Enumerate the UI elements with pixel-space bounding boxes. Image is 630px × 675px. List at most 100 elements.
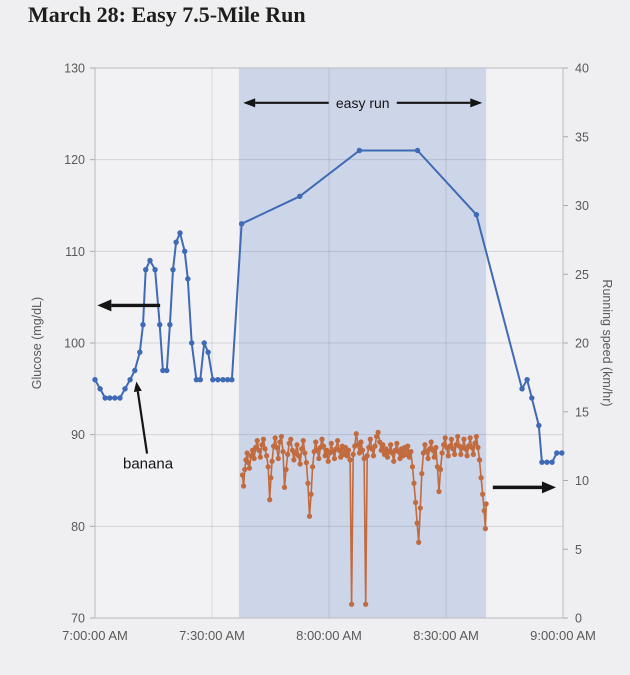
running_speed_km_hr-marker — [359, 447, 366, 453]
running_speed_km_hr-marker — [260, 436, 267, 442]
glucose_mg_dl-marker — [205, 349, 211, 355]
glucose_mg_dl-marker — [170, 266, 176, 273]
running_speed_km_hr-marker — [416, 539, 422, 545]
running_speed_km_hr-marker — [373, 433, 380, 440]
running_speed_km_hr-marker — [431, 454, 437, 460]
running_speed_km_hr-marker — [364, 453, 370, 459]
glucose_mg_dl-marker — [152, 266, 158, 273]
running_speed_km_hr-marker — [302, 450, 308, 456]
running_speed_km_hr-marker — [239, 472, 246, 478]
running_speed_km_hr-marker — [388, 442, 394, 448]
glucose_mg_dl-marker — [157, 321, 163, 328]
running_speed_km_hr-marker — [439, 450, 445, 456]
running_speed_km_hr-marker — [349, 601, 355, 607]
left-tick-label: 120 — [64, 153, 85, 167]
left-tick-label: 130 — [64, 62, 85, 76]
glucose_mg_dl-marker — [229, 376, 235, 383]
running_speed_km_hr-marker — [262, 446, 268, 452]
running_speed_km_hr-marker — [345, 447, 352, 453]
running_speed_km_hr-marker — [433, 444, 439, 451]
banana-label-arrow — [136, 391, 149, 454]
left-tick-label: 100 — [64, 337, 85, 351]
running_speed_km_hr-marker — [344, 453, 350, 459]
running_speed_km_hr-marker — [264, 453, 270, 459]
running_speed_km_hr-marker — [295, 453, 302, 459]
running_speed_km_hr-marker — [319, 436, 325, 442]
running_speed_km_hr-marker — [303, 460, 309, 466]
running_speed_km_hr-marker — [409, 464, 416, 470]
running_speed_km_hr-marker — [246, 465, 253, 471]
running_speed_km_hr-marker — [251, 455, 257, 462]
right-tick-label: 15 — [575, 405, 589, 419]
running_speed_km_hr-marker — [417, 505, 423, 511]
running_speed_km_hr-marker — [240, 483, 247, 489]
running_speed_km_hr-marker — [445, 453, 451, 459]
running_speed_km_hr-marker — [473, 433, 480, 440]
running_speed_km_hr-marker — [363, 601, 369, 607]
glucose_mg_dl-marker — [160, 367, 166, 374]
running_speed_km_hr-marker — [310, 464, 316, 470]
running_speed_km_hr-marker — [437, 466, 444, 473]
running_speed_km_hr-marker — [428, 439, 434, 445]
running_speed_km_hr-marker — [406, 454, 412, 460]
running_speed_km_hr-marker — [450, 446, 456, 452]
running_speed_km_hr-marker — [257, 454, 263, 460]
running_speed_km_hr-marker — [275, 455, 281, 462]
running_speed_km_hr-marker — [375, 429, 381, 435]
glucose_mg_dl-marker — [132, 367, 138, 374]
running_speed_km_hr-marker — [265, 464, 271, 470]
running_speed_km_hr-marker — [378, 447, 384, 453]
running_speed_km_hr-marker — [384, 454, 391, 460]
running_speed_km_hr-marker — [285, 451, 291, 457]
banana-label-arrow-head — [133, 381, 142, 392]
left-tick-label: 110 — [65, 245, 85, 259]
running_speed_km_hr-marker — [286, 440, 292, 446]
running_speed_km_hr-marker — [422, 442, 428, 448]
running_speed_km_hr-marker — [480, 491, 486, 497]
running_speed_km_hr-marker — [470, 451, 476, 457]
running_speed_km_hr-marker — [313, 439, 319, 445]
running_speed_km_hr-marker — [242, 466, 248, 473]
running_speed_km_hr-marker — [358, 439, 364, 445]
running_speed_km_hr-marker — [367, 436, 373, 442]
glucose_mg_dl-marker — [182, 248, 188, 255]
glucose_mg_dl-marker — [102, 395, 108, 401]
easy-run-label-left-arrow-head — [243, 98, 256, 108]
glucose_mg_dl-marker — [140, 321, 146, 328]
running_speed_km_hr-marker — [256, 447, 262, 453]
right-tick-label: 5 — [575, 543, 582, 557]
x-tick-label: 8:30:00 AM — [413, 628, 479, 643]
glucose_mg_dl-marker — [473, 211, 480, 218]
glucose_mg_dl-marker — [107, 395, 113, 401]
running_speed_km_hr-marker — [448, 436, 455, 442]
speed-axis-arrow-head — [541, 481, 556, 494]
glucose_mg_dl-marker — [201, 340, 207, 346]
glucose_mg_dl-marker — [356, 147, 363, 154]
x-tick-label: 8:00:00 AM — [296, 628, 362, 643]
x-tick-label: 9:00:00 AM — [530, 628, 596, 643]
running_speed_km_hr-marker — [277, 439, 283, 445]
running_speed_km_hr-marker — [281, 484, 288, 490]
running_speed_km_hr-marker — [328, 440, 334, 446]
running_speed_km_hr-marker — [244, 450, 250, 456]
running_speed_km_hr-marker — [442, 435, 448, 441]
running_speed_km_hr-marker — [305, 480, 311, 486]
running_speed_km_hr-marker — [288, 436, 294, 442]
x-tick-label: 7:00:00 AM — [62, 628, 128, 643]
running_speed_km_hr-marker — [458, 451, 464, 457]
glucose_mg_dl-marker — [519, 386, 525, 392]
running_speed_km_hr-marker — [475, 444, 481, 451]
running_speed_km_hr-marker — [372, 443, 378, 449]
glucose_mg_dl-marker — [143, 266, 149, 273]
page-title: March 28: Easy 7.5-Mile Run — [28, 2, 306, 27]
running_speed_km_hr-marker — [483, 501, 489, 507]
running_speed_km_hr-marker — [297, 461, 303, 467]
speed-axis-title: Running speed (km/hr) — [600, 279, 614, 406]
running_speed_km_hr-marker — [300, 438, 306, 444]
running_speed_km_hr-marker — [436, 488, 442, 495]
running_speed_km_hr-marker — [481, 508, 487, 514]
glucose_mg_dl-marker — [539, 459, 545, 465]
running_speed_km_hr-marker — [391, 458, 397, 464]
glucose_mg_dl-marker — [193, 376, 200, 383]
